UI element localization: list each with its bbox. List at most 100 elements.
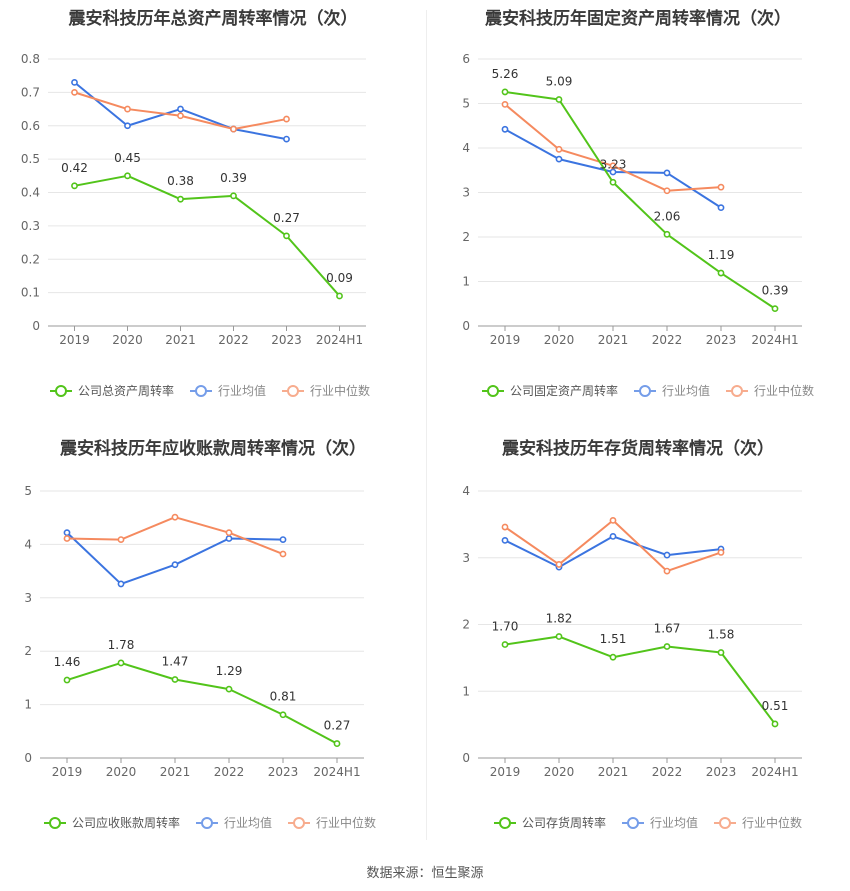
data-point-avg <box>171 561 179 569</box>
data-point-avg <box>71 78 78 86</box>
legend-marker-icon <box>731 385 743 397</box>
data-point-company <box>336 292 343 300</box>
x-tick-label: 2020 <box>106 765 137 779</box>
x-tick-label: 2023 <box>706 765 737 779</box>
y-tick-label: 0.6 <box>21 119 40 133</box>
y-tick-label: 4 <box>24 537 32 551</box>
legend-item-median[interactable]: 行业中位数 <box>288 815 376 830</box>
x-tick-label: 2024H1 <box>751 333 798 347</box>
y-tick-label: 0 <box>462 751 470 765</box>
legend-item-company[interactable]: 公司应收账款周转率 <box>44 815 180 830</box>
data-point-avg <box>501 536 509 544</box>
x-tick-label: 2024H1 <box>316 333 363 347</box>
data-label: 1.82 <box>546 612 573 626</box>
data-point-median <box>663 187 671 195</box>
data-point-avg <box>283 135 290 143</box>
data-point-median <box>225 529 233 537</box>
legend-item-avg[interactable]: 行业均值 <box>634 383 710 398</box>
legend-marker-icon <box>195 385 207 397</box>
data-point-avg <box>717 204 725 212</box>
legend-marker-icon <box>639 385 651 397</box>
data-point-avg <box>609 532 617 540</box>
x-tick-label: 2022 <box>652 333 683 347</box>
y-tick-label: 0.8 <box>21 52 40 66</box>
series-line-avg <box>504 535 722 569</box>
data-point-median <box>501 100 509 108</box>
y-tick-label: 1 <box>462 275 470 289</box>
chart-svg: 0 0.1 0.2 0.3 0.4 0.5 0.6 0.7 0.8 2019 2020 2021 202… <box>21 52 370 398</box>
chart-svg: 0 1 2 3 4 5 2019 2020 2021 2022 2023 2024H1 1.46 1.78… <box>24 484 376 830</box>
series-line-company <box>74 174 341 297</box>
y-tick-label: 1 <box>24 698 32 712</box>
chart-svg: 0 1 2 3 4 5 6 2019 2020 2021 2022 2023 2024H1 5.26 5.0… <box>462 52 814 398</box>
y-tick-label: 2 <box>462 618 470 632</box>
x-tick-label: 2023 <box>271 333 302 347</box>
y-tick-label: 0.1 <box>21 286 40 300</box>
y-tick-label: 4 <box>462 141 470 155</box>
legend-marker-icon <box>201 817 213 829</box>
data-point-median <box>177 112 184 120</box>
y-tick-label: 4 <box>462 484 470 498</box>
data-point-avg <box>124 122 131 130</box>
data-point-avg <box>279 536 287 543</box>
legend-label: 公司固定资产周转率 <box>510 383 618 398</box>
data-point-avg <box>555 155 563 163</box>
data-point-median <box>230 125 237 133</box>
legend-label: 行业中位数 <box>310 383 370 398</box>
data-point-median <box>71 88 78 96</box>
series-line-company <box>504 635 776 725</box>
data-point-company <box>117 659 125 667</box>
legend-item-avg[interactable]: 行业均值 <box>196 815 272 830</box>
data-point-company <box>717 269 725 277</box>
y-tick-label: 0 <box>32 319 40 333</box>
data-point-median <box>283 115 290 123</box>
data-label: 1.47 <box>162 655 189 669</box>
legend-label: 行业中位数 <box>754 383 814 398</box>
x-tick-label: 2021 <box>160 765 191 779</box>
x-tick-label: 2023 <box>268 765 299 779</box>
data-point-company <box>771 305 779 313</box>
y-tick-label: 0.5 <box>21 152 40 166</box>
legend-label: 行业中位数 <box>742 815 802 830</box>
data-point-avg <box>225 535 233 542</box>
data-point-avg <box>501 125 509 133</box>
x-tick-label: 2020 <box>544 333 575 347</box>
x-tick-label: 2023 <box>706 333 737 347</box>
data-label: 0.38 <box>167 174 194 188</box>
data-point-median <box>717 549 725 556</box>
legend-item-median[interactable]: 行业中位数 <box>714 815 802 830</box>
chart-panel-fixed-asset-turnover: 震安科技历年固定资产周转率情况（次） 0 1 2 3 4 5 6 2019 2020 2021 20… <box>426 0 850 420</box>
x-tick-label: 2021 <box>598 765 629 779</box>
data-point-median <box>117 536 125 543</box>
y-tick-label: 3 <box>462 551 470 565</box>
x-tick-label: 2019 <box>59 333 90 347</box>
chart-title: 震安科技历年总资产周转率情况（次） <box>68 9 358 29</box>
y-tick-label: 6 <box>462 52 470 66</box>
x-tick-label: 2019 <box>490 333 521 347</box>
data-point-company <box>663 643 671 650</box>
x-tick-label: 2020 <box>544 765 575 779</box>
legend-item-company[interactable]: 公司存货周转率 <box>494 815 606 830</box>
data-point-median <box>555 561 563 568</box>
legend-item-company[interactable]: 公司总资产周转率 <box>50 383 174 398</box>
data-point-company <box>283 232 290 240</box>
legend-item-avg[interactable]: 行业均值 <box>622 815 698 830</box>
data-point-company <box>230 192 237 200</box>
legend-item-avg[interactable]: 行业均值 <box>190 383 266 398</box>
chart-panel-total-asset-turnover: 震安科技历年总资产周转率情况（次） 0 0.1 0.2 0.3 0.4 0.5 0.6 0.7… <box>0 0 426 420</box>
legend-item-median[interactable]: 行业中位数 <box>726 383 814 398</box>
data-point-company <box>177 195 184 203</box>
data-label: 0.27 <box>273 211 300 225</box>
data-point-median <box>124 105 131 113</box>
legend-item-company[interactable]: 公司固定资产周转率 <box>482 383 618 398</box>
x-tick-label: 2022 <box>214 765 245 779</box>
data-label: 0.45 <box>114 151 141 165</box>
data-label: 2.06 <box>654 209 681 223</box>
data-point-median <box>63 535 71 542</box>
data-label: 1.51 <box>600 632 627 646</box>
x-tick-label: 2021 <box>598 333 629 347</box>
legend-item-median[interactable]: 行业中位数 <box>282 383 370 398</box>
legend-marker-icon <box>55 385 67 397</box>
legend-marker-icon <box>627 817 639 829</box>
data-label: 0.39 <box>762 284 789 298</box>
